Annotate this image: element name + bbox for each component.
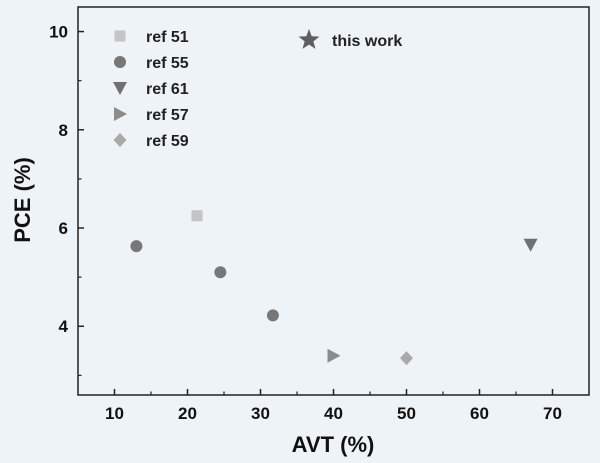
x-axis-title: AVT (%) xyxy=(292,432,375,457)
y-tick-label: 6 xyxy=(59,219,68,238)
x-tick-label: 10 xyxy=(105,404,124,423)
data-point xyxy=(130,240,143,253)
data-point xyxy=(266,309,279,322)
y-tick-label: 8 xyxy=(59,121,68,140)
legend-label: ref 51 xyxy=(146,29,189,46)
legend-marker xyxy=(298,29,320,49)
legend-marker xyxy=(114,30,126,42)
legend-label: this work xyxy=(332,33,402,50)
data-point xyxy=(191,210,203,222)
x-tick-label: 50 xyxy=(397,404,416,423)
data-point xyxy=(214,266,227,279)
x-tick-label: 70 xyxy=(543,404,562,423)
legend-marker xyxy=(113,82,127,95)
legend: ref 51 ref 55 ref 61 ref 57 ref 59 xyxy=(113,29,189,150)
legend-marker xyxy=(114,56,126,68)
x-tick-label: 30 xyxy=(251,404,270,423)
y-axis: 4 6 8 10 xyxy=(49,23,84,376)
legend-marker xyxy=(113,133,127,147)
data-points xyxy=(130,210,538,366)
legend-label: ref 57 xyxy=(146,107,189,124)
data-point xyxy=(523,238,538,252)
y-axis-title: PCE (%) xyxy=(10,157,35,243)
legend-label: ref 61 xyxy=(146,81,189,98)
x-tick-label: 60 xyxy=(470,404,489,423)
data-point xyxy=(327,348,341,363)
legend-label: ref 59 xyxy=(146,133,189,150)
y-tick-label: 10 xyxy=(49,23,68,42)
legend-label: ref 55 xyxy=(146,55,189,72)
legend-marker xyxy=(114,107,127,121)
legend-this-work: this work xyxy=(298,29,402,50)
y-tick-label: 4 xyxy=(59,317,69,336)
plot-frame xyxy=(77,6,590,396)
x-tick-label: 20 xyxy=(178,404,197,423)
x-tick-label: 40 xyxy=(324,404,343,423)
x-axis: 10 20 30 40 50 60 70 xyxy=(105,389,562,423)
data-point xyxy=(400,351,413,366)
